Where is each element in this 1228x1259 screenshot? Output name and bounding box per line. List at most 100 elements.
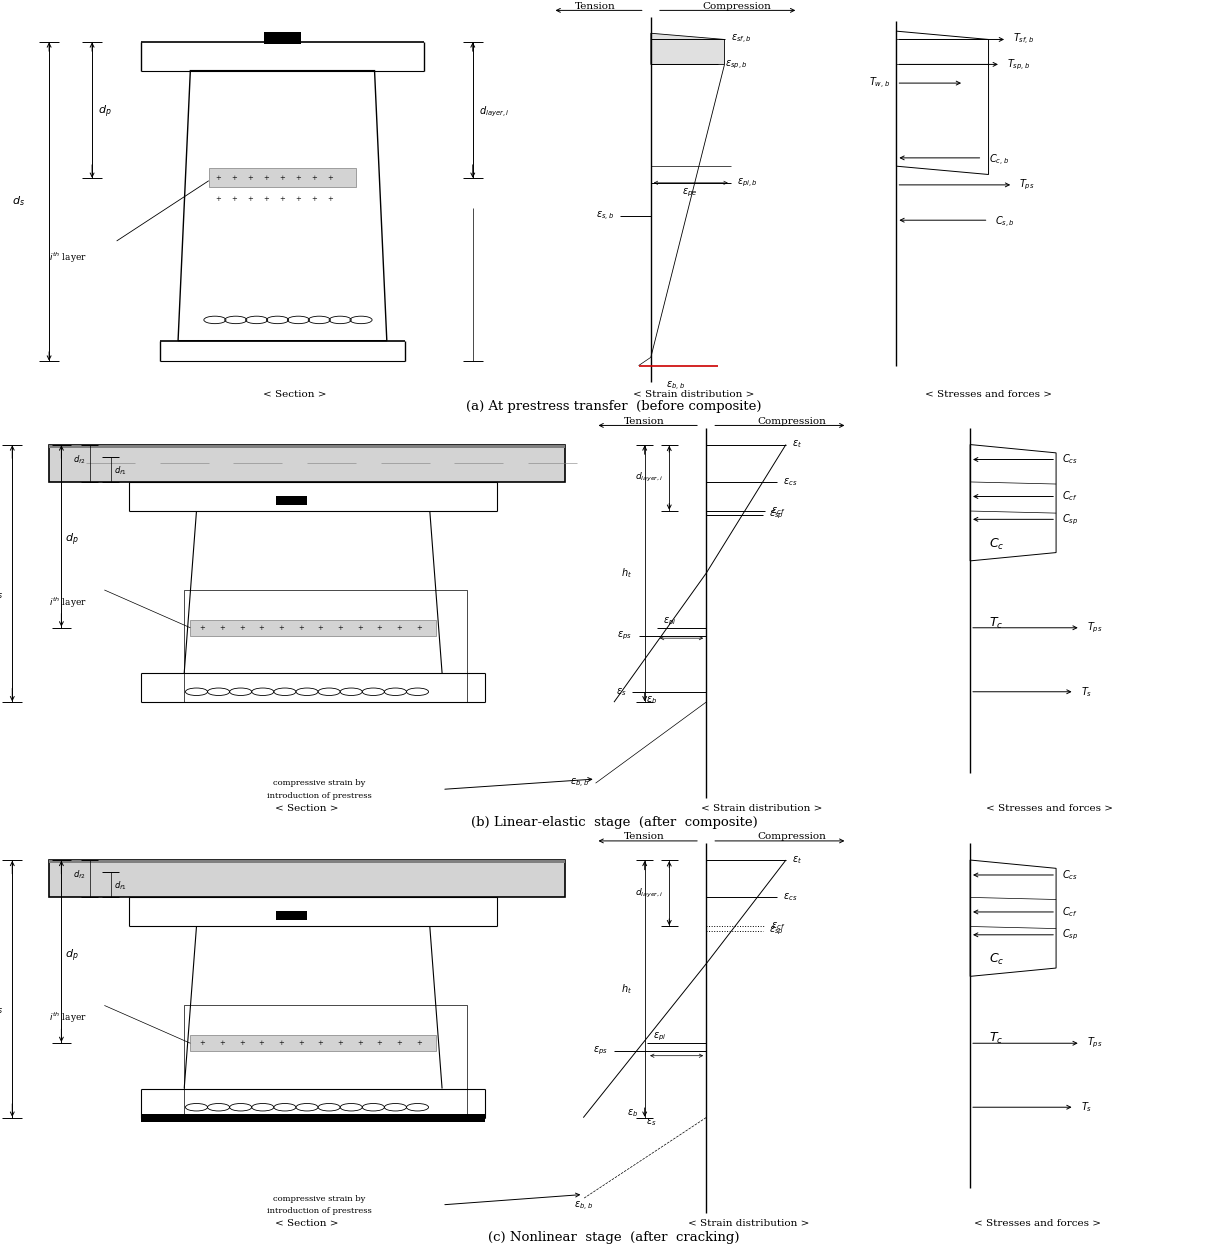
Text: $i^{th}$ layer: $i^{th}$ layer (49, 1011, 86, 1025)
Text: Tension: Tension (575, 1, 616, 11)
Text: $d_{layer,i}$: $d_{layer,i}$ (635, 471, 663, 485)
Text: $d_s$: $d_s$ (12, 195, 25, 209)
Bar (276, 912, 307, 920)
Text: introduction of prestress: introduction of prestress (266, 792, 372, 799)
Bar (184, 1006, 467, 1118)
Text: $C_c$: $C_c$ (989, 952, 1005, 967)
Text: $d_{f1}$: $d_{f1}$ (114, 465, 126, 477)
Bar (190, 619, 436, 636)
Text: +: + (279, 623, 284, 632)
Text: Compression: Compression (702, 1, 771, 11)
Text: < Section >: < Section > (263, 390, 327, 399)
Text: $T_{ps}$: $T_{ps}$ (1087, 1036, 1103, 1050)
Text: compressive strain by: compressive strain by (273, 779, 366, 787)
Text: $\varepsilon_s$: $\varepsilon_s$ (615, 686, 626, 697)
Text: $T_s$: $T_s$ (1081, 1100, 1092, 1114)
Text: (b) Linear-elastic  stage  (after  composite): (b) Linear-elastic stage (after composit… (470, 816, 758, 828)
Text: +: + (259, 623, 264, 632)
Text: $C_{c,b}$: $C_{c,b}$ (989, 152, 1008, 167)
Text: +: + (216, 174, 221, 181)
Text: $i^{th}$ layer: $i^{th}$ layer (49, 596, 86, 609)
Text: +: + (280, 195, 285, 204)
Text: $\varepsilon_{sp}$: $\varepsilon_{sp}$ (769, 924, 783, 937)
Text: +: + (264, 174, 269, 181)
Text: $d_p$: $d_p$ (65, 947, 79, 964)
Text: +: + (377, 1039, 382, 1047)
Text: $T_{sp,b}$: $T_{sp,b}$ (1007, 57, 1030, 72)
Text: $d_s$: $d_s$ (0, 587, 2, 601)
Text: +: + (298, 623, 303, 632)
Text: +: + (296, 195, 301, 204)
Text: $d_{f2}$: $d_{f2}$ (74, 869, 86, 881)
Text: $d_p$: $d_p$ (98, 104, 112, 121)
Text: (a) At prestress transfer  (before composite): (a) At prestress transfer (before compos… (467, 400, 761, 413)
Text: $C_{cs}$: $C_{cs}$ (1062, 452, 1078, 466)
Text: Compression: Compression (758, 832, 826, 841)
Text: +: + (248, 174, 253, 181)
Text: < Strain distribution >: < Strain distribution > (689, 1219, 809, 1228)
Text: $\varepsilon_t$: $\varepsilon_t$ (792, 854, 802, 866)
Text: $\varepsilon_t$: $\varepsilon_t$ (792, 438, 802, 451)
Text: $T_{w,b}$: $T_{w,b}$ (869, 76, 890, 91)
Text: Compression: Compression (758, 417, 826, 426)
Text: +: + (318, 623, 323, 632)
Text: +: + (279, 1039, 284, 1047)
Text: Tension: Tension (624, 417, 666, 426)
Text: +: + (220, 623, 225, 632)
Text: $\varepsilon_b$: $\varepsilon_b$ (646, 694, 657, 706)
Bar (141, 1114, 485, 1122)
Text: +: + (220, 1039, 225, 1047)
Text: $\varepsilon_{b,b}$: $\varepsilon_{b,b}$ (573, 1200, 593, 1214)
Text: $\varepsilon_b$: $\varepsilon_b$ (628, 1108, 639, 1119)
Text: $\varepsilon_{pi}$: $\varepsilon_{pi}$ (653, 1031, 667, 1044)
Text: $\varepsilon_{ps}$: $\varepsilon_{ps}$ (618, 630, 632, 642)
Text: $d_{layer,i}$: $d_{layer,i}$ (635, 886, 663, 900)
Bar (49, 860, 565, 864)
Text: $C_{s,b}$: $C_{s,b}$ (995, 215, 1014, 230)
Text: $C_{sp}$: $C_{sp}$ (1062, 928, 1078, 942)
Text: $\varepsilon_{ps}$: $\varepsilon_{ps}$ (593, 1045, 608, 1058)
Text: $C_c$: $C_c$ (989, 536, 1005, 551)
Text: +: + (248, 195, 253, 204)
Text: +: + (397, 1039, 402, 1047)
Text: < Stresses and forces >: < Stresses and forces > (986, 803, 1114, 812)
Text: $d_{f2}$: $d_{f2}$ (74, 453, 86, 466)
Text: $\varepsilon_{pi,b}$: $\varepsilon_{pi,b}$ (737, 176, 758, 189)
Text: $\varepsilon_{cf}$: $\varepsilon_{cf}$ (771, 505, 786, 517)
Text: $C_{cf}$: $C_{cf}$ (1062, 490, 1078, 504)
Text: $\varepsilon_{pe}$: $\varepsilon_{pe}$ (683, 188, 698, 199)
Text: $h_t$: $h_t$ (621, 982, 632, 996)
Text: +: + (312, 195, 317, 204)
Text: $T_s$: $T_s$ (1081, 685, 1092, 699)
Text: +: + (416, 623, 421, 632)
Bar (190, 1035, 436, 1051)
Text: $\varepsilon_{sp,b}$: $\varepsilon_{sp,b}$ (725, 58, 747, 71)
Text: +: + (312, 174, 317, 181)
Text: +: + (318, 1039, 323, 1047)
Text: $d_{f1}$: $d_{f1}$ (114, 880, 126, 893)
Text: $T_{sf,b}$: $T_{sf,b}$ (1013, 31, 1034, 47)
Bar (49, 444, 565, 448)
Bar (276, 496, 307, 505)
Text: $C_{cf}$: $C_{cf}$ (1062, 905, 1078, 919)
Text: $\varepsilon_s$: $\varepsilon_s$ (646, 1115, 657, 1128)
Bar (184, 590, 467, 703)
Text: +: + (328, 195, 333, 204)
Text: +: + (264, 195, 269, 204)
Text: +: + (328, 174, 333, 181)
Text: $\varepsilon_{b,b}$: $\varepsilon_{b,b}$ (666, 380, 685, 393)
Text: $\varepsilon_{cs}$: $\varepsilon_{cs}$ (783, 891, 798, 903)
Text: +: + (259, 1039, 264, 1047)
Bar (264, 31, 301, 44)
Text: $T_c$: $T_c$ (989, 1031, 1003, 1046)
Text: +: + (338, 1039, 343, 1047)
Text: $C_{sp}$: $C_{sp}$ (1062, 512, 1078, 526)
Text: +: + (232, 195, 237, 204)
Text: +: + (216, 195, 221, 204)
Text: $i^{th}$ layer: $i^{th}$ layer (49, 251, 86, 264)
Text: +: + (296, 174, 301, 181)
Text: +: + (416, 1039, 421, 1047)
Text: +: + (239, 1039, 244, 1047)
Text: $T_c$: $T_c$ (989, 616, 1003, 631)
Polygon shape (651, 33, 725, 64)
